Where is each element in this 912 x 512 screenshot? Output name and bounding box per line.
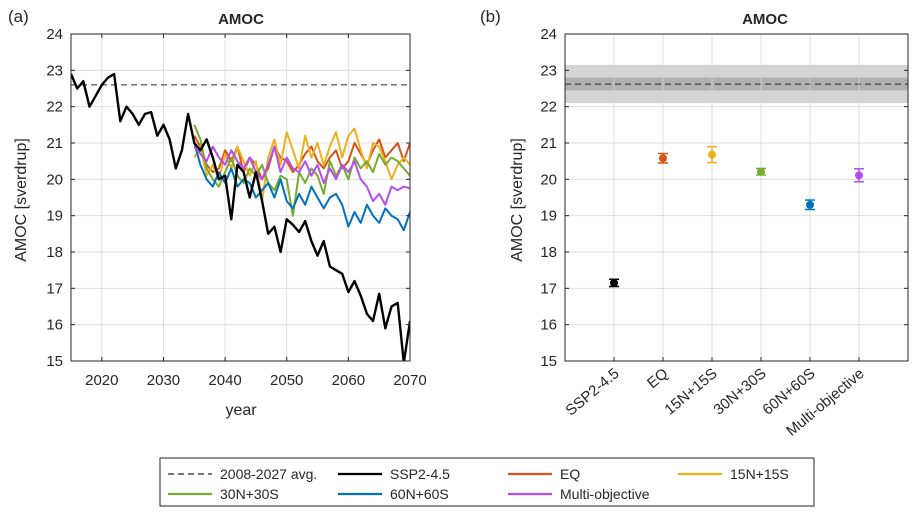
legend-entry-eq: EQ <box>508 466 580 482</box>
panel-a-y-axis-label: AMOC [sverdrup] <box>13 138 30 262</box>
series-line-15n-15s <box>193 127 410 203</box>
legend-entry-60n-60s: 60N+60S <box>338 486 449 502</box>
errorbar-point-eq <box>658 152 668 164</box>
panel-b-x-tick-label: 15N+15S <box>661 365 720 418</box>
panel-b-title: AMOC <box>742 11 788 28</box>
mean-marker <box>806 200 814 209</box>
legend-entry-15n-15s: 15N+15S <box>678 466 789 482</box>
panel-b-y-tick-label: 21 <box>540 135 557 152</box>
panel-a-title: AMOC <box>218 11 264 28</box>
panel-a-y-tick-label: 24 <box>46 26 63 43</box>
legend-label: 60N+60S <box>390 486 449 502</box>
panel-b-x-tick-label: 30N+30S <box>710 365 769 418</box>
panel-a-x-tick-label: 2030 <box>147 372 180 389</box>
panel-a-x-tick-label: 2050 <box>270 372 303 389</box>
legend-entry-2008-2027-avg-: 2008-2027 avg. <box>168 466 317 482</box>
panel-a-y-tick-label: 22 <box>46 99 63 116</box>
series-line-multi-objective <box>193 145 410 206</box>
mean-marker <box>757 167 765 176</box>
panel-b-reference-band <box>565 64 908 104</box>
series-line-60n-60s <box>193 142 410 232</box>
series-line-ssp2-4-5 <box>71 72 410 361</box>
legend-entry-ssp2-4-5: SSP2-4.5 <box>338 466 450 482</box>
legend-label: EQ <box>560 466 580 482</box>
panel-b-y-tick-label: 22 <box>540 99 557 116</box>
panel-a-y-tick-label: 15 <box>46 353 63 370</box>
panel-a-line-chart: (a) AMOC AMOC [sverdrup] year 2020 2030 20… <box>8 7 427 419</box>
panel-b-y-tick-label: 16 <box>540 317 557 334</box>
series-line-30n-30s <box>193 124 410 217</box>
panel-a-y-tick-label: 18 <box>46 244 63 261</box>
errorbar-point-multi-objective <box>854 168 864 183</box>
mean-marker <box>659 154 667 163</box>
legend-label: Multi-objective <box>560 486 650 502</box>
legend-entry-multi-objective: Multi-objective <box>508 486 650 502</box>
panel-a-y-tick-label: 16 <box>46 317 63 334</box>
legend-label: 30N+30S <box>220 486 279 502</box>
panel-b-y-tick-label: 19 <box>540 208 557 225</box>
panel-b-y-tick-label: 20 <box>540 171 557 188</box>
panel-a-y-tick-label: 23 <box>46 62 63 79</box>
legend: 2008-2027 avg. SSP2-4.5 EQ 15N+15S 30N+30S 60… <box>159 457 815 507</box>
errorbar-point-ssp2-4-5 <box>609 278 619 288</box>
panel-a-series <box>71 72 410 361</box>
legend-label: 15N+15S <box>730 466 789 482</box>
errorbar-point-30n-30s <box>756 167 766 176</box>
panel-a-frame <box>70 33 411 362</box>
panel-b-x-tick-label: SSP2-4.5 <box>562 365 622 419</box>
panel-a-x-tick-label: 2060 <box>332 372 365 389</box>
panel-a-grid <box>71 33 411 362</box>
errorbar-point-15n-15s <box>707 145 717 164</box>
panel-a-x-tick-label: 2040 <box>208 372 241 389</box>
panel-a-label: (a) <box>8 7 29 26</box>
mean-marker <box>708 150 716 159</box>
legend-box <box>159 457 815 507</box>
panel-a-x-tick-label: 2070 <box>393 372 426 389</box>
panel-a-y-tick-label: 19 <box>46 208 63 225</box>
panel-b-y-tick-label: 24 <box>540 26 557 43</box>
panel-b-errorbar-chart: (b) AMOC AMOC [sverdrup] 15 16 17 18 19 20 21 2… <box>480 7 909 440</box>
panel-a-y-tick-label: 21 <box>46 135 63 152</box>
panel-a-y-tick-label: 17 <box>46 280 63 297</box>
panel-a-x-tick-label: 2020 <box>85 372 118 389</box>
legend-label: SSP2-4.5 <box>390 466 450 482</box>
panel-b-points <box>609 145 864 288</box>
panel-a-axes: 2020 2030 2040 2050 2060 2070 15 16 17 18 19 20 21 22… <box>46 26 426 389</box>
panel-b-y-axis-label: AMOC [sverdrup] <box>509 138 526 262</box>
mean-marker <box>855 171 863 180</box>
panel-b-y-tick-label: 15 <box>540 353 557 370</box>
errorbar-point-60n-60s <box>805 199 815 211</box>
legend-label: 2008-2027 avg. <box>220 466 317 482</box>
panel-b-frame <box>564 33 909 362</box>
legend-entry-30n-30s: 30N+30S <box>168 486 279 502</box>
panel-b-y-tick-label: 23 <box>540 62 557 79</box>
mean-marker <box>610 278 618 287</box>
panel-b-y-tick-label: 18 <box>540 244 557 261</box>
panel-a-y-tick-label: 20 <box>46 171 63 188</box>
panel-b-x-tick-label: EQ <box>644 365 672 392</box>
panel-b-y-tick-label: 17 <box>540 280 557 297</box>
panel-a-x-axis-label: year <box>225 402 257 419</box>
panel-b-label: (b) <box>480 7 501 26</box>
legend-items: 2008-2027 avg. SSP2-4.5 EQ 15N+15S 30N+30S 60… <box>168 466 789 502</box>
